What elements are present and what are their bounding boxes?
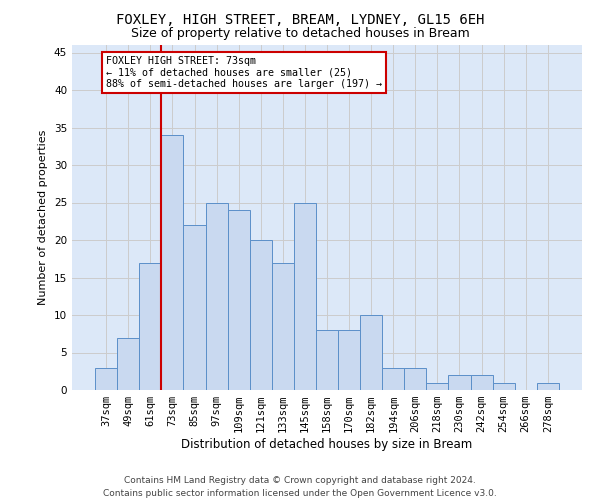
Bar [448,375,470,390]
Bar [360,315,382,390]
Bar [338,330,360,390]
Bar [250,240,272,390]
Bar [316,330,338,390]
Text: FOXLEY, HIGH STREET, BREAM, LYDNEY, GL15 6EH: FOXLEY, HIGH STREET, BREAM, LYDNEY, GL15… [116,12,484,26]
Bar [294,202,316,390]
Text: Contains HM Land Registry data © Crown copyright and database right 2024.
Contai: Contains HM Land Registry data © Crown c… [103,476,497,498]
X-axis label: Distribution of detached houses by size in Bream: Distribution of detached houses by size … [181,438,473,451]
Bar [537,382,559,390]
Bar [206,202,227,390]
Y-axis label: Number of detached properties: Number of detached properties [38,130,49,305]
Bar [117,338,139,390]
Bar [272,262,294,390]
Bar [161,135,184,390]
Bar [427,382,448,390]
Bar [470,375,493,390]
Bar [95,368,117,390]
Bar [404,368,427,390]
Text: Size of property relative to detached houses in Bream: Size of property relative to detached ho… [131,28,469,40]
Bar [184,225,206,390]
Bar [139,262,161,390]
Bar [227,210,250,390]
Bar [382,368,404,390]
Bar [493,382,515,390]
Text: FOXLEY HIGH STREET: 73sqm
← 11% of detached houses are smaller (25)
88% of semi-: FOXLEY HIGH STREET: 73sqm ← 11% of detac… [106,56,382,90]
